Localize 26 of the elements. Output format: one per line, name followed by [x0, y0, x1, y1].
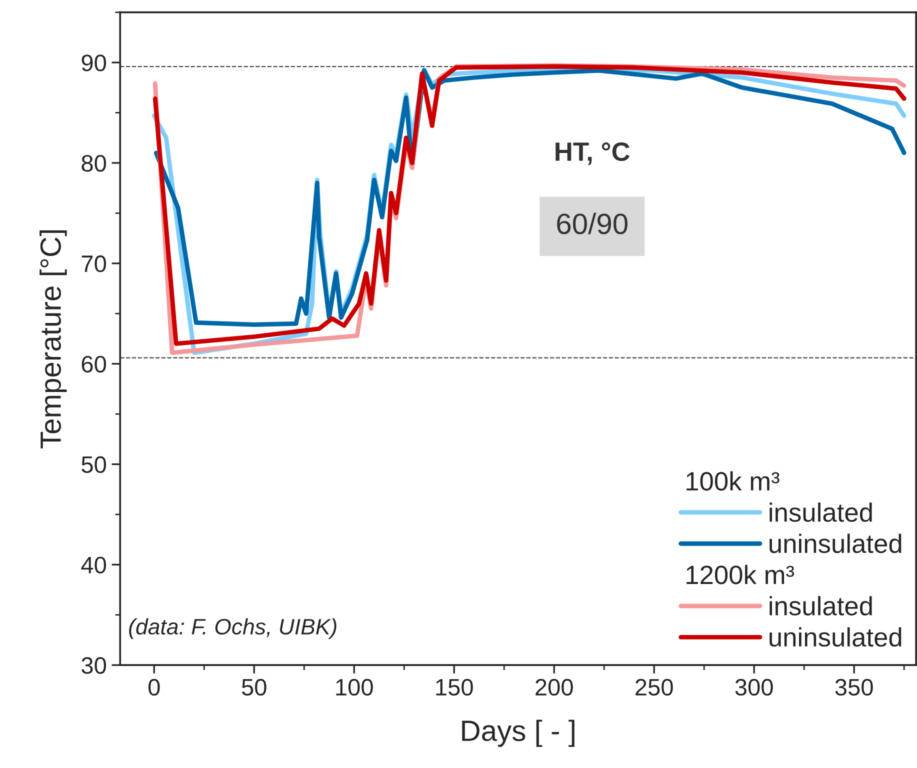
y-tick-label: 40: [81, 556, 106, 574]
y-tick-label: 80: [82, 155, 106, 172]
x-tick-label: 300: [735, 678, 773, 696]
annotation: (data: F. Ochs, UIBK): [129, 618, 336, 639]
x-tick-label: 350: [835, 678, 873, 696]
legend-label: insulated: [770, 502, 872, 522]
x-tick-label: 150: [436, 678, 473, 696]
x-tick-label: 100: [336, 678, 373, 696]
x-tick-label: 250: [636, 678, 673, 696]
x-tick-label: 50: [242, 678, 266, 696]
x-tick-label: 0: [148, 678, 160, 696]
annotation: 60/90: [557, 212, 628, 234]
y-tick-label: 70: [82, 255, 106, 272]
y-tick-label: 50: [82, 456, 106, 474]
y-tick-label: 90: [82, 54, 106, 72]
x-tick-label: 200: [536, 678, 573, 696]
legend-label: uninsulated: [770, 534, 902, 554]
legend-label: uninsulated: [770, 627, 902, 647]
annotation: 1200k m³: [686, 564, 794, 584]
annotation: 100k m³: [686, 471, 780, 491]
y-tick-label: 30: [82, 657, 106, 674]
x-axis-title: Days [ - ]: [462, 720, 574, 747]
annotation: HT, °C: [556, 142, 630, 165]
y-tick-label: 60: [82, 356, 106, 373]
y-axis-title: Temperature [°C]: [40, 230, 67, 448]
legend-label: insulated: [770, 596, 872, 616]
